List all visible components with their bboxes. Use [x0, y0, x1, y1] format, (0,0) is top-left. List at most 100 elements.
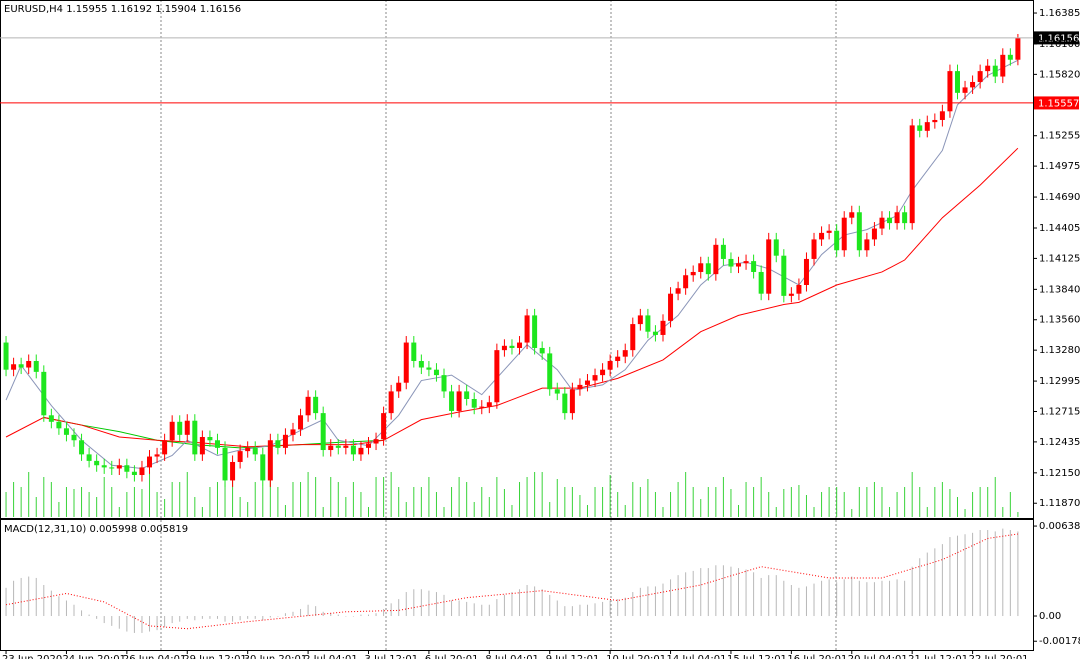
macd-histogram — [269, 616, 271, 618]
candle-body — [652, 331, 658, 335]
candle-body — [539, 347, 545, 354]
x-tick-label: 9 Jul 12:01 — [546, 654, 600, 659]
macd-histogram — [216, 616, 218, 619]
macd-histogram — [201, 616, 203, 619]
macd-histogram — [413, 589, 415, 617]
macd-histogram — [836, 582, 838, 617]
volume-bar — [186, 472, 188, 517]
candle-body — [705, 263, 711, 275]
macd-histogram — [549, 594, 551, 617]
volume-bar — [1017, 512, 1019, 517]
candle-body — [781, 255, 787, 296]
macd-histogram — [964, 534, 966, 617]
volume-bar — [13, 482, 15, 517]
volume-bar — [549, 502, 551, 517]
volume-bar — [564, 487, 566, 517]
candle-body — [207, 437, 213, 441]
volume-bar — [488, 497, 490, 517]
candle-body — [622, 350, 628, 357]
candle-body — [592, 375, 598, 381]
candle-body — [849, 212, 855, 218]
candle-body — [547, 353, 553, 390]
x-tick-label: 16 Jul 20:01 — [787, 654, 847, 659]
volume-bar — [300, 482, 302, 517]
candle-body — [584, 380, 590, 385]
volume-bar — [904, 487, 906, 517]
volume-bar — [216, 482, 218, 517]
volume-bar — [35, 497, 37, 517]
macd-histogram — [972, 532, 974, 617]
volume-bar — [715, 487, 717, 517]
volume-bar — [964, 509, 966, 517]
main-panel — [0, 0, 1034, 519]
candle-body — [267, 440, 273, 481]
candle-body — [909, 125, 915, 224]
candle-body — [917, 125, 923, 131]
volume-bar — [586, 505, 588, 517]
volume-bar — [496, 477, 498, 517]
macd-histogram — [367, 614, 369, 617]
candle-body — [33, 361, 39, 372]
volume-bar — [805, 495, 807, 517]
volume-bar — [292, 482, 294, 517]
macd-histogram — [488, 604, 490, 617]
y-tick-label: -0.001788 — [1039, 636, 1080, 647]
macd-histogram — [337, 614, 339, 617]
candle-body — [388, 391, 394, 414]
candle-body — [154, 454, 160, 457]
macd-histogram — [466, 601, 468, 617]
candle-body — [992, 65, 998, 77]
volume-bar — [541, 472, 543, 517]
volume-bar — [398, 487, 400, 517]
volume-bar — [405, 502, 407, 517]
macd-histogram — [896, 579, 898, 617]
y-tick-label: 1.15255 — [1039, 131, 1080, 142]
x-tick-label: 15 Jul 12:01 — [727, 654, 787, 659]
candle-body — [275, 440, 281, 448]
y-tick-label: 1.13840 — [1039, 284, 1080, 295]
volume-bar — [383, 477, 385, 517]
volume-bar — [941, 482, 943, 517]
candle-body — [554, 389, 560, 394]
candle-body — [313, 396, 319, 414]
volume-bar — [88, 492, 90, 517]
volume-bar — [5, 492, 7, 517]
x-tick-label: 30 Jun 20:01 — [244, 654, 308, 659]
macd-histogram — [730, 566, 732, 617]
macd-histogram — [224, 616, 226, 622]
macd-histogram — [541, 589, 543, 617]
macd-histogram — [88, 614, 90, 617]
macd-histogram — [179, 616, 181, 622]
y-tick-label: 1.14690 — [1039, 192, 1080, 203]
volume-bar — [337, 482, 339, 517]
volume-bar — [994, 477, 996, 517]
macd-histogram — [564, 606, 566, 617]
volume-bar — [194, 497, 196, 517]
macd-histogram — [534, 586, 536, 617]
macd-histogram — [904, 580, 906, 617]
macd-histogram — [1017, 531, 1019, 617]
candle-body — [177, 421, 183, 435]
candle-body — [509, 345, 515, 348]
volume-bar — [790, 487, 792, 517]
price-label-box — [1034, 31, 1079, 45]
candle-body — [645, 315, 651, 332]
candle-body — [743, 261, 749, 264]
candle-body — [48, 415, 54, 422]
candle-body — [479, 406, 485, 408]
macd-histogram — [677, 575, 679, 617]
volume-bar — [43, 477, 45, 517]
volume-bar — [654, 492, 656, 517]
macd-histogram — [13, 580, 15, 617]
candle-body — [962, 87, 968, 93]
macd-histogram — [843, 579, 845, 617]
x-tick-label: 3 Jul 12:01 — [364, 654, 418, 659]
macd-histogram — [58, 596, 60, 617]
y-tick-label: 1.12715 — [1039, 406, 1080, 417]
candle-body — [94, 460, 100, 466]
candle-body — [887, 217, 893, 224]
candle-body — [939, 111, 945, 120]
y-tick-label: 1.14405 — [1039, 223, 1080, 234]
macd-histogram — [247, 616, 249, 619]
volume-bar — [360, 492, 362, 517]
